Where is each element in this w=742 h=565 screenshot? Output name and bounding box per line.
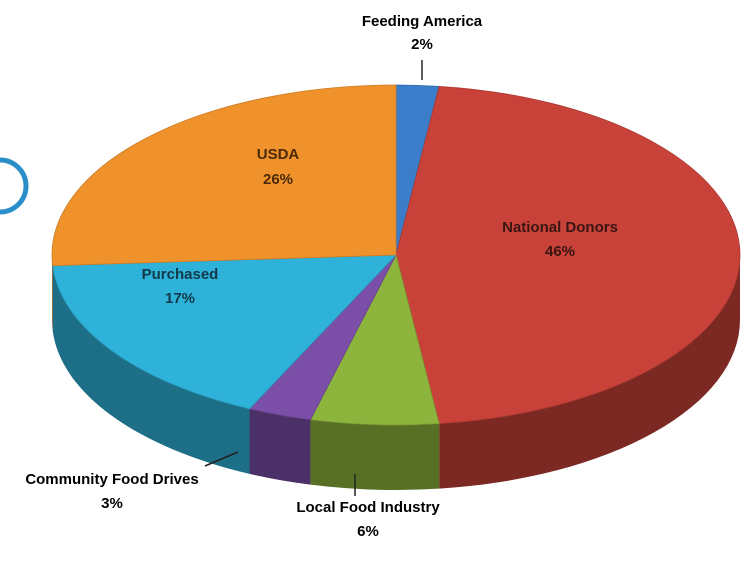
slice-label: Community Food Drives [25,471,198,488]
value-label: 17% [165,290,195,307]
slice-side [439,255,740,489]
value-label: 46% [545,243,575,260]
slice-label: Feeding America [362,13,483,30]
slice [51,84,397,267]
value-label: 3% [101,495,123,512]
slice-side [310,419,440,490]
slice-side [249,408,311,485]
value-label: 2% [411,36,433,53]
slice-label: Local Food Industry [296,499,440,516]
slice-label: National Donors [502,219,618,236]
leader-line [204,451,239,467]
slice [395,85,741,425]
slice-label: Purchased [142,266,219,283]
slice-side [52,255,53,331]
slice [52,254,397,410]
value-label: 26% [263,171,293,188]
slice-side [52,265,250,474]
value-label: 6% [357,523,379,540]
slice-label: USDA [257,146,300,163]
pie [51,84,741,490]
decoration [0,157,29,215]
slice [309,253,440,426]
